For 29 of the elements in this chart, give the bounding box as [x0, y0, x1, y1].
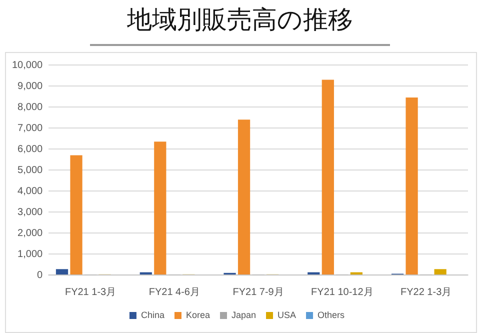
legend-label: Japan: [232, 310, 256, 320]
y-tick-label: 5,000: [18, 164, 44, 176]
x-tick-label: FY21 10-12月: [311, 286, 374, 298]
y-tick-label: 4,000: [18, 186, 44, 197]
x-tick-label: FY21 7-9月: [232, 286, 284, 298]
y-tick-label: 1,000: [18, 248, 44, 260]
x-tick-label: FY21 1-3月: [64, 286, 116, 298]
y-tick-label: 7,000: [18, 122, 44, 134]
y-tick-label: 8,000: [18, 102, 44, 113]
bar: [322, 80, 334, 274]
bar: [238, 120, 250, 274]
y-tick-label: 3,000: [18, 206, 44, 218]
legend-label: Korea: [186, 310, 210, 320]
y-tick-label: 0: [37, 270, 44, 281]
x-tick-label: FY21 4-6月: [148, 286, 200, 298]
bar: [70, 155, 82, 274]
bar: [434, 269, 446, 274]
y-tick-label: 2,000: [18, 228, 44, 239]
x-tick-label: FY22 1-3月: [400, 286, 452, 298]
bar: [406, 98, 418, 274]
legend-label: Others: [318, 310, 346, 320]
chart-title: 地域別販売高の推移: [90, 0, 390, 46]
y-tick-label: 9,000: [18, 80, 44, 92]
legend-label: China: [140, 310, 164, 320]
y-tick-label: 10,000: [12, 60, 44, 71]
bar: [154, 142, 166, 274]
y-tick-label: 6,000: [18, 144, 44, 155]
bar: [56, 269, 68, 274]
legend-label: USA: [278, 310, 296, 320]
